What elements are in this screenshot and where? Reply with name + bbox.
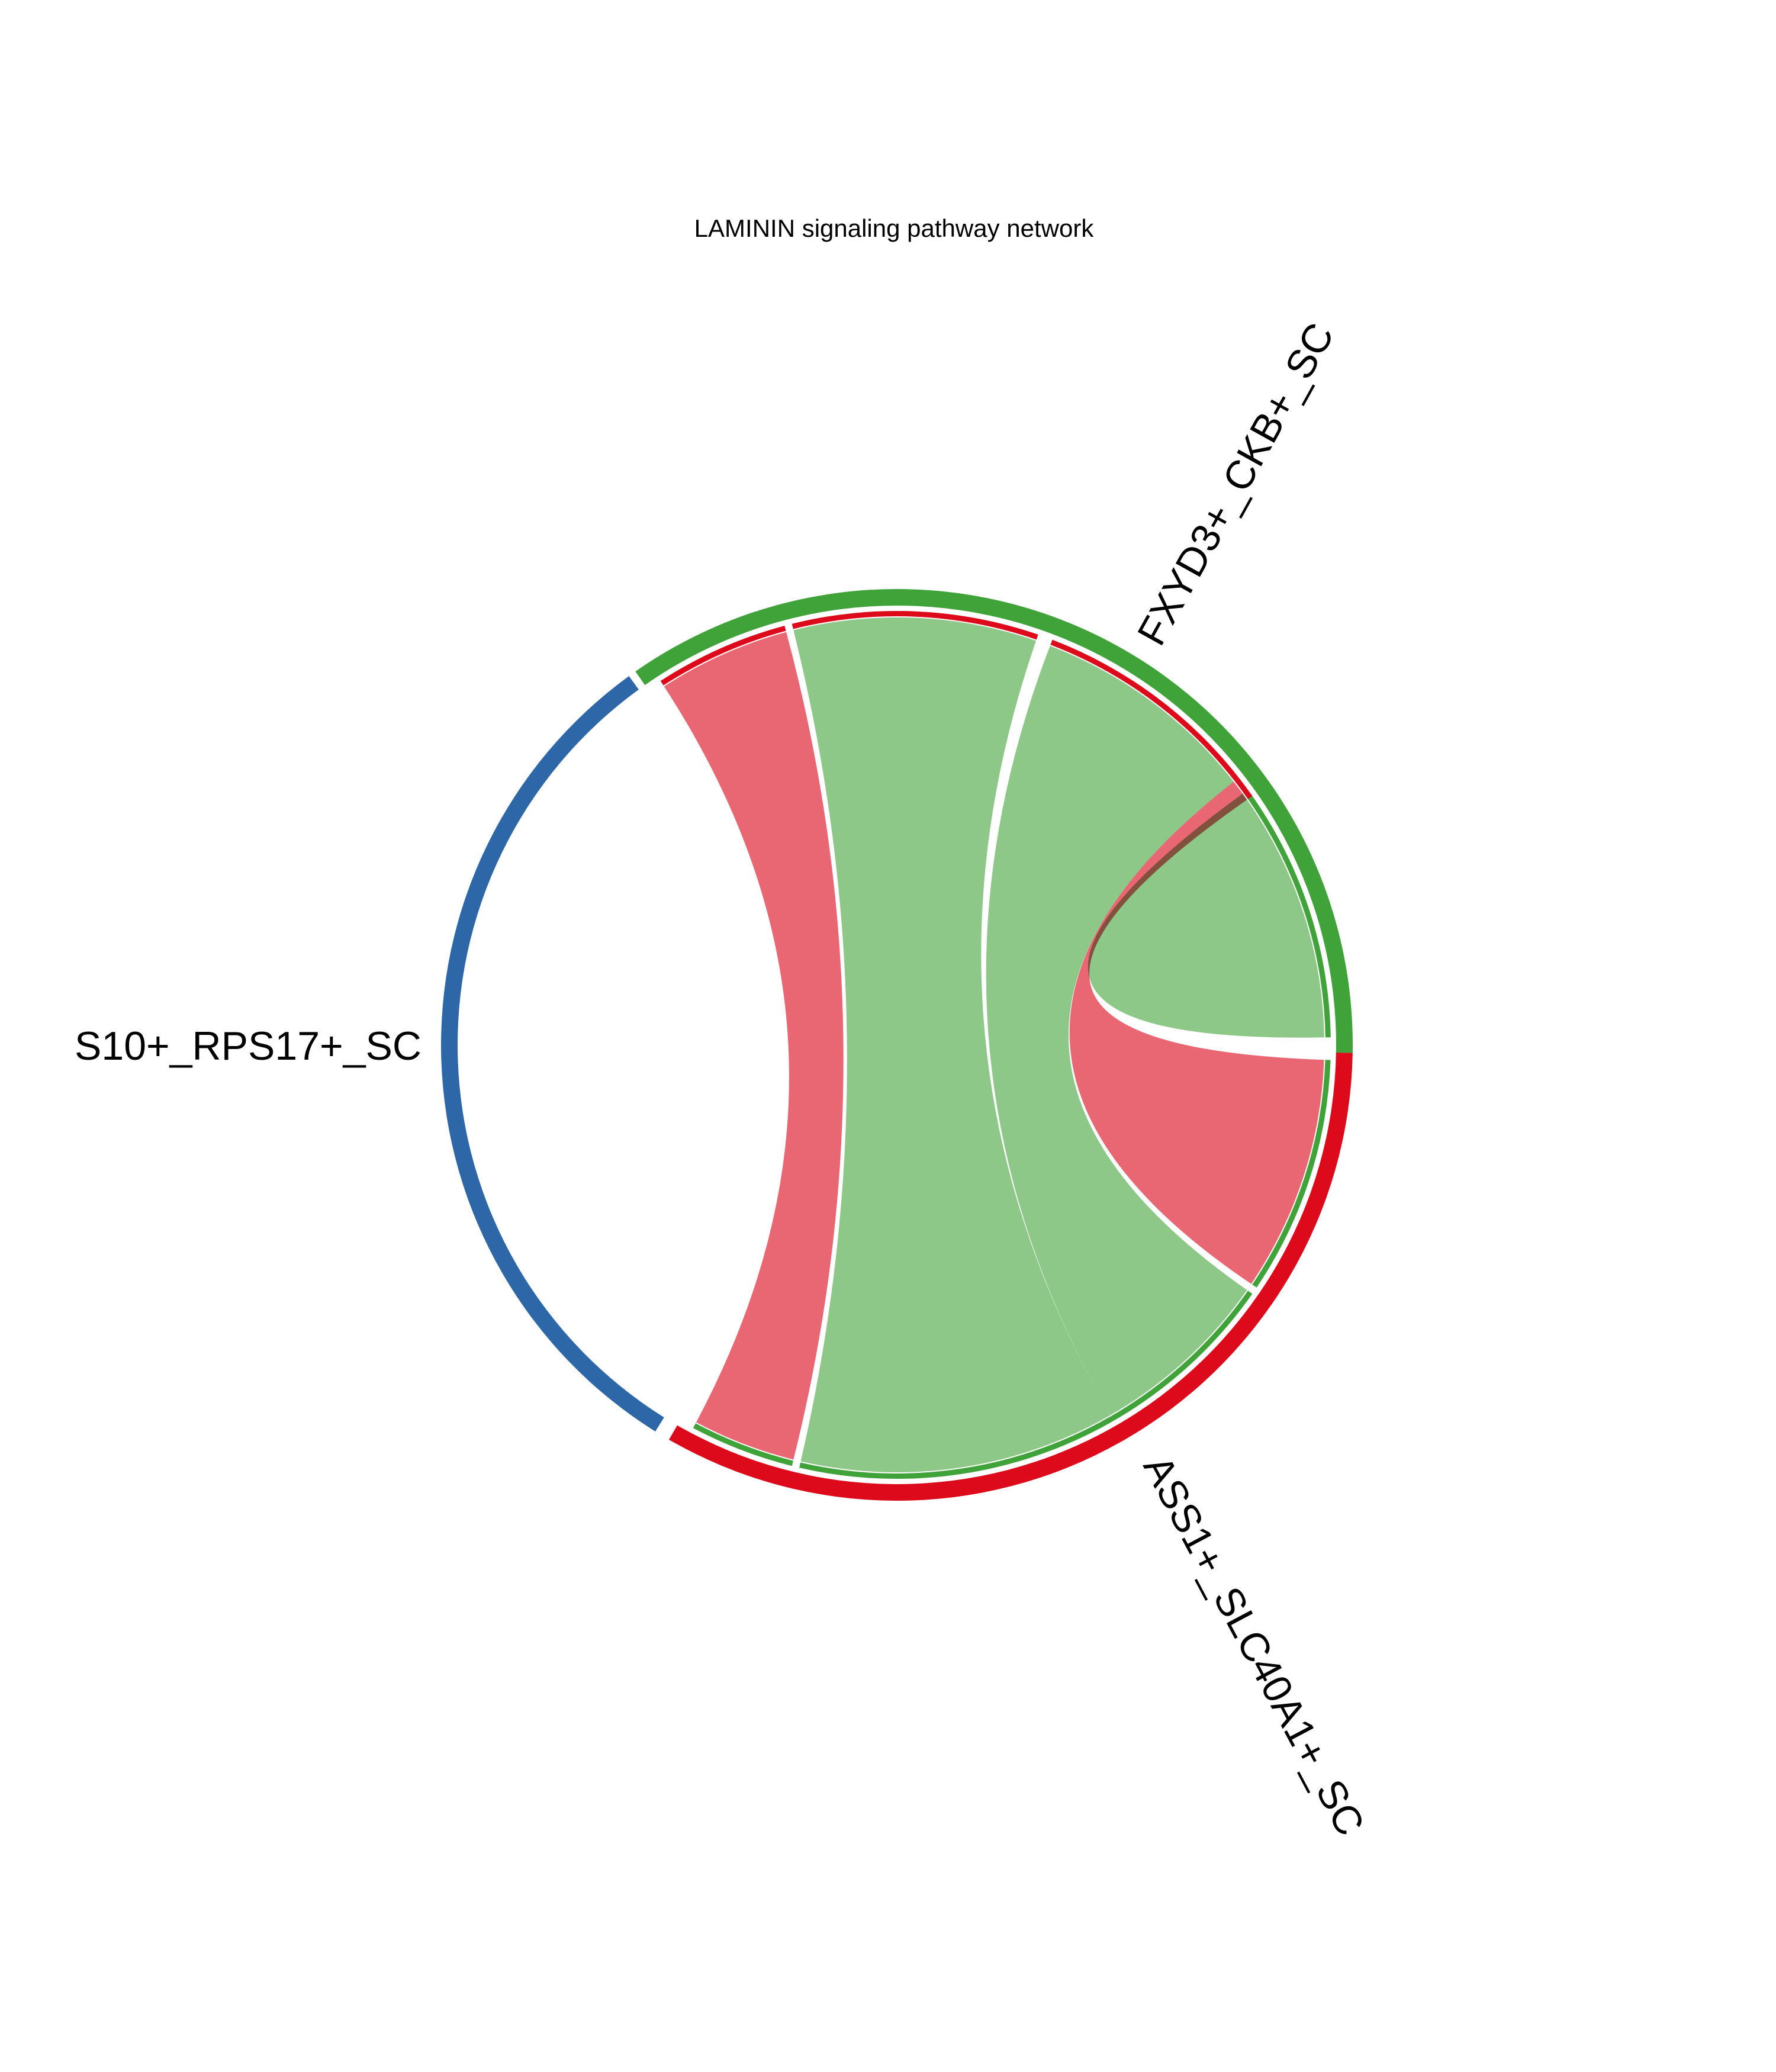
inner-track-5 [1282,854,1331,1038]
inner-track-1 [792,611,1038,640]
sector-fxyd3-ckb-sc [635,589,1353,1053]
chord-link-2 [986,645,1247,1415]
chord-link-4 [664,632,844,1460]
chord-link-1 [793,617,1111,1472]
inner-track-7 [693,1423,793,1466]
chord-link-5 [1069,781,1324,1284]
node-label-fxyd3-ckb-sc: FXYD3+_CKB+_SC [1129,316,1343,652]
chord-link-3 [1088,793,1324,1038]
inner-track-4 [1111,1291,1253,1421]
chord-inner-tracks [660,611,1331,1479]
chord-links [664,617,1324,1472]
node-label-s10-rps17-sc: S10+_RPS17+_SC [75,1024,422,1069]
inner-track-10 [1234,777,1253,799]
inner-track-6 [1243,790,1287,857]
node-label-ass1-slc40a1-sc: ASS1+_SLC40A1+_SC [1135,1448,1373,1843]
sector-ass1-slc40a1-sc [669,1052,1353,1501]
chord-sectors [440,589,1353,1501]
inner-track-2 [799,1416,1114,1479]
inner-track-8 [660,625,786,686]
sector-s10-rps17-sc [440,676,664,1431]
chart-title: LAMININ signaling pathway network [694,214,1095,242]
